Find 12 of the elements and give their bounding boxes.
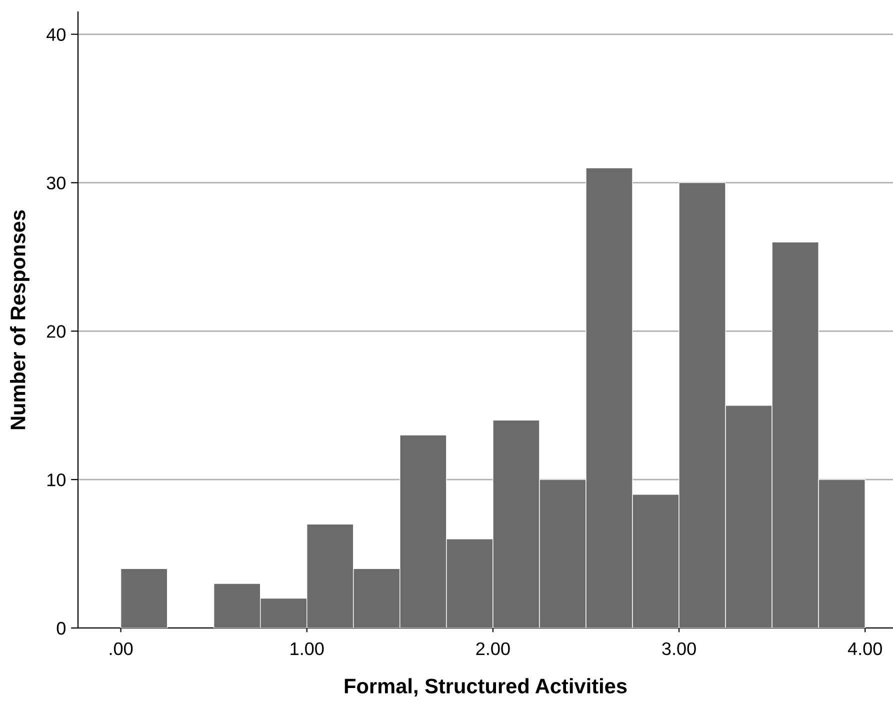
y-tick-label: 10 bbox=[47, 474, 66, 486]
y-axis-title: Number of Responses bbox=[10, 210, 30, 430]
x-tick-label: 1.00 bbox=[290, 642, 324, 656]
x-tick-label: 2.00 bbox=[476, 642, 510, 656]
y-tick-label: 40 bbox=[46, 28, 66, 41]
y-tick-label: 20 bbox=[47, 325, 66, 338]
x-tick-label: 4.00 bbox=[848, 642, 882, 656]
x-axis-title: Formal, Structured Activities bbox=[344, 678, 627, 696]
x-tick-label: 3.00 bbox=[662, 642, 696, 656]
x-tick-label: .00 bbox=[110, 642, 133, 656]
y-tick-label: 0 bbox=[56, 622, 66, 635]
y-tick-label: 30 bbox=[46, 176, 66, 190]
